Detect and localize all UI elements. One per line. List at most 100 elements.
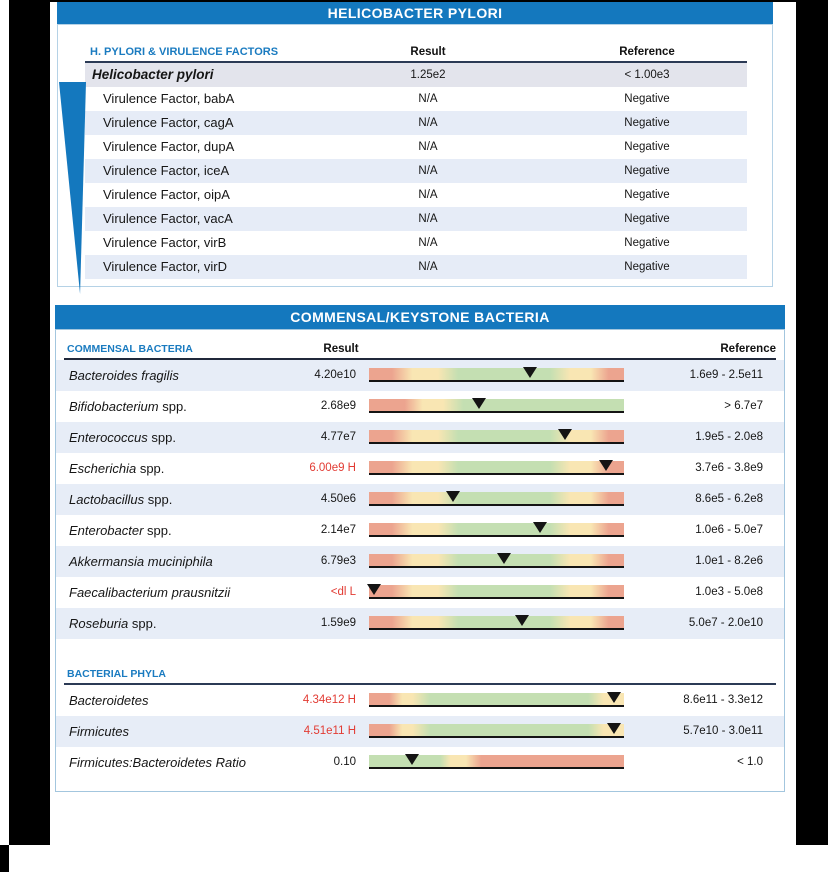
organism-name: Escherichia spp.: [69, 453, 164, 484]
reference-value: < 1.0: [737, 756, 763, 768]
organism-name: Helicobacter pylori: [92, 67, 214, 82]
result-marker-icon: [405, 754, 420, 765]
reference-value: 1.0e3 - 5.0e8: [695, 586, 763, 598]
table-row: Virulence Factor, vacA N/A Negative: [85, 207, 747, 231]
result-value: 2.14e7: [320, 524, 356, 536]
abundance-bar: [369, 723, 624, 738]
organism-name-italic: Bacteroides fragilis: [69, 368, 179, 383]
organism-name-suffix: spp.: [147, 430, 176, 445]
column-header-result: Result: [323, 343, 359, 355]
page-edge-bottom: [9, 845, 828, 872]
reference-value: > 6.7e7: [724, 400, 763, 412]
reference-value: 1.9e5 - 2.0e8: [695, 431, 763, 443]
result-value: 0.10: [333, 756, 356, 768]
organism-name: Firmicutes: [69, 716, 129, 747]
result-value: 4.20e10: [314, 369, 356, 381]
organism-name: Bacteroides fragilis: [69, 360, 179, 391]
header-divider: [64, 683, 776, 685]
table-row: Virulence Factor, babA N/A Negative: [85, 87, 747, 111]
reference-value: Negative: [624, 165, 670, 177]
organism-name-suffix: spp.: [136, 461, 165, 476]
reference-value: 1.0e1 - 8.2e6: [695, 555, 763, 567]
result-marker-icon: [497, 553, 512, 564]
pylori-banner: HELICOBACTER PYLORI: [57, 2, 773, 24]
table-row: Enterococcus spp. 4.77e7 1.9e5 - 2.0e8: [56, 422, 784, 453]
reference-value: 8.6e5 - 6.2e8: [695, 493, 763, 505]
column-header-reference: Reference: [619, 46, 675, 58]
phyla-rows: Bacteroidetes 4.34e12 H 8.6e11 - 3.3e12 Fir…: [56, 685, 784, 778]
reference-value: 1.6e9 - 2.5e11: [689, 369, 763, 381]
organism-name: Virulence Factor, oipA: [103, 187, 230, 202]
result-value: 6.79e3: [320, 555, 356, 567]
result-marker-icon: [471, 398, 486, 409]
result-marker-icon: [606, 692, 621, 703]
organism-name: Virulence Factor, dupA: [103, 139, 235, 154]
abundance-bar: [369, 754, 624, 769]
result-value: 2.68e9: [320, 400, 356, 412]
reference-value: Negative: [624, 141, 670, 153]
result-value: 1.25e2: [410, 69, 446, 81]
result-value: N/A: [418, 93, 438, 105]
result-value: N/A: [418, 117, 438, 129]
organism-name: Firmicutes:Bacteroidetes Ratio: [69, 747, 246, 778]
reference-value: Negative: [624, 93, 670, 105]
organism-name: Lactobacillus spp.: [69, 484, 172, 515]
column-header-result: Result: [410, 46, 446, 58]
abundance-bar: [369, 491, 624, 506]
result-value: N/A: [418, 165, 438, 177]
reference-value: 5.7e10 - 3.0e11: [683, 725, 763, 737]
abundance-bar: [369, 553, 624, 568]
page-edge-left: [0, 0, 9, 845]
reference-value: 3.7e6 - 3.8e9: [695, 462, 763, 474]
header-divider: [85, 61, 747, 63]
result-value: 1.59e9: [320, 617, 356, 629]
table-row: Escherichia spp. 6.00e9 H 3.7e6 - 3.8e9: [56, 453, 784, 484]
abundance-bar: [369, 367, 624, 382]
organism-name-italic: Bacteroidetes: [69, 693, 149, 708]
organism-name: Bifidobacterium spp.: [69, 391, 187, 422]
organism-name: Bacteroidetes: [69, 685, 149, 716]
organism-name: Roseburia spp.: [69, 608, 156, 639]
organism-name: Enterococcus spp.: [69, 422, 176, 453]
table-row: Bacteroidetes 4.34e12 H 8.6e11 - 3.3e12: [56, 685, 784, 716]
organism-name-suffix: spp.: [128, 616, 157, 631]
commensal-table-header: COMMENSAL BACTERIA Result Reference: [56, 330, 784, 358]
table-row: Bacteroides fragilis 4.20e10 1.6e9 - 2.5e1…: [56, 360, 784, 391]
result-value: 4.50e6: [320, 493, 356, 505]
column-header-name: COMMENSAL BACTERIA: [67, 343, 193, 355]
organism-name-italic: Roseburia: [69, 616, 129, 631]
table-row: Faecalibacterium prausnitzii <dl L 1.0e3 -…: [56, 577, 784, 608]
table-row: Firmicutes 4.51e11 H 5.7e10 - 3.0e11: [56, 716, 784, 747]
abundance-bar: [369, 522, 624, 537]
organism-name-italic: Enterococcus: [69, 430, 148, 445]
organism-name-suffix: spp.: [158, 399, 187, 414]
organism-name: Virulence Factor, babA: [103, 91, 235, 106]
table-row: Virulence Factor, oipA N/A Negative: [85, 183, 747, 207]
table-row: Virulence Factor, virD N/A Negative: [85, 255, 747, 279]
result-marker-icon: [606, 723, 621, 734]
organism-name-italic: Faecalibacterium prausnitzii: [69, 585, 231, 600]
result-value: N/A: [418, 213, 438, 225]
result-marker-icon: [446, 491, 461, 502]
reference-value: Negative: [624, 189, 670, 201]
result-value: N/A: [418, 261, 438, 273]
table-row: Bifidobacterium spp. 2.68e9 > 6.7e7: [56, 391, 784, 422]
organism-name-italic: Bifidobacterium: [69, 399, 159, 414]
result-value: 4.34e12 H: [302, 694, 356, 706]
abundance-bar: [369, 460, 624, 475]
organism-name: Faecalibacterium prausnitzii: [69, 577, 230, 608]
pylori-panel: HELICOBACTER PYLORI H. PYLORI & VIRULENC…: [57, 2, 773, 294]
result-marker-icon: [367, 584, 382, 595]
reference-value: < 1.00e3: [624, 69, 670, 81]
organism-name: Virulence Factor, virB: [103, 235, 227, 250]
table-row: Virulence Factor, iceA N/A Negative: [85, 159, 747, 183]
table-row: Akkermansia muciniphila 6.79e3 1.0e1 - 8.2…: [56, 546, 784, 577]
reference-value: 1.0e6 - 5.0e7: [695, 524, 763, 536]
table-row: Virulence Factor, dupA N/A Negative: [85, 135, 747, 159]
organism-name-italic: Firmicutes:Bacteroidetes Ratio: [69, 755, 247, 770]
result-value: <dl L: [330, 586, 356, 598]
organism-name-suffix: spp.: [143, 523, 172, 538]
reference-value: Negative: [624, 213, 670, 225]
result-value: 4.77e7: [320, 431, 356, 443]
table-row: Roseburia spp. 1.59e9 5.0e7 - 2.0e10: [56, 608, 784, 639]
